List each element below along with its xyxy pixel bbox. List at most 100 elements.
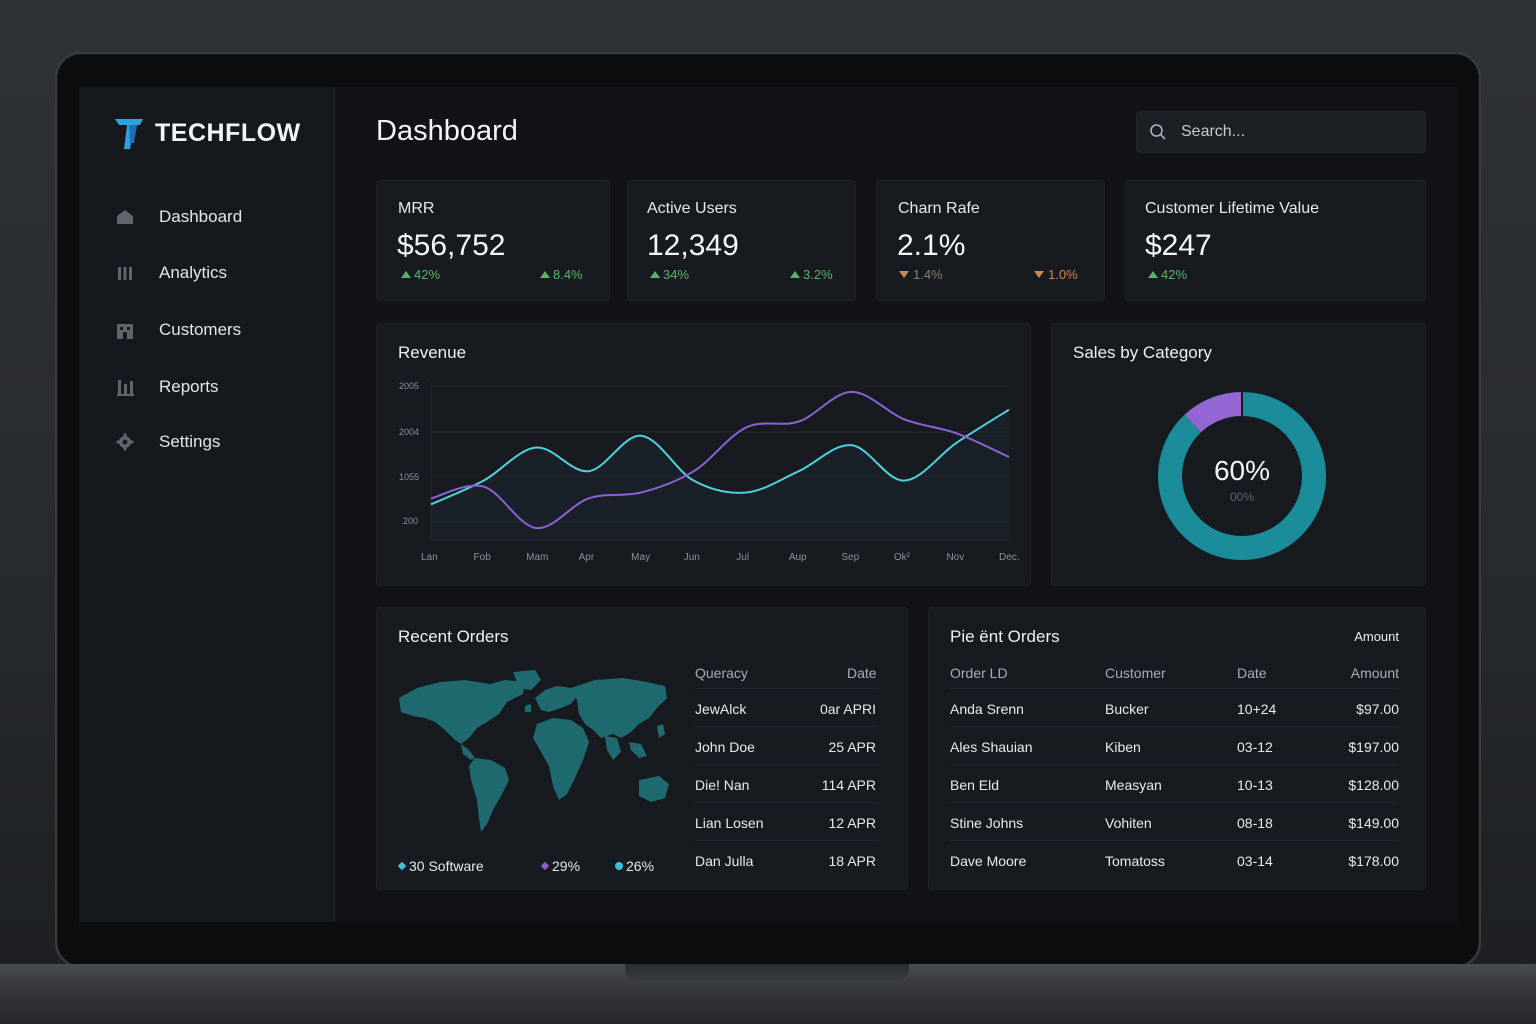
sidebar-item-customers[interactable]: Customers [115, 316, 241, 344]
legend-item: 30 Software [397, 858, 484, 874]
column-header[interactable]: Date [1237, 665, 1267, 681]
kpi-label: Customer Lifetime Value [1145, 200, 1319, 217]
screen: TECHFLOW Dashboard Analytics Customers R… [79, 87, 1457, 922]
arrow-up-icon [540, 271, 550, 278]
donut-slice-1[interactable] [1158, 392, 1326, 560]
customer-cell: Vohiten [1105, 815, 1152, 831]
kpi-card-active-users: Active Users 12,349 34% 3.2% [627, 180, 856, 301]
card-header-right: Amount [1354, 629, 1399, 644]
kpi-value: 2.1% [897, 229, 966, 262]
row-divider [695, 726, 877, 727]
x-tick-label: Apr [578, 552, 595, 563]
y-tick-label: 2005 [399, 381, 420, 391]
x-tick-label: Fob [473, 552, 491, 563]
kpi-card-mrr: MRR $56,752 42% 8.4% [376, 180, 610, 301]
series-line-1[interactable] [430, 408, 1010, 506]
x-tick-label: Dec. [999, 552, 1020, 563]
x-tick-label: Jul [736, 552, 750, 563]
amount-cell: $178.00 [1348, 853, 1399, 869]
kpi-value: 12,349 [647, 229, 739, 262]
order-id-cell: Ben Eld [950, 777, 1000, 793]
page-title: Dashboard [376, 115, 518, 147]
column-header[interactable]: Order LD [950, 665, 1008, 681]
card-title: Pie ënt Orders [950, 627, 1060, 646]
series-line-2[interactable] [430, 390, 1010, 530]
x-tick-label: Nov [946, 552, 965, 563]
sidebar-item-label: Settings [159, 432, 221, 451]
search-input[interactable] [1181, 123, 1401, 141]
amount-cell: $149.00 [1348, 815, 1399, 831]
column-header[interactable]: Amount [1350, 665, 1399, 681]
column-header[interactable]: Customer [1105, 665, 1166, 681]
order-id-cell: Stine Johns [950, 815, 1024, 831]
column-header[interactable]: Date [847, 665, 877, 681]
arrow-up-icon [1148, 271, 1158, 278]
app-name: TECHFLOW [155, 118, 301, 147]
date-cell: 03-12 [1237, 739, 1273, 755]
column-header[interactable]: Queracy [695, 665, 748, 681]
x-tick-label: Mam [526, 552, 549, 563]
date-cell: 25 APR [828, 739, 876, 755]
techflow-logo-icon [115, 119, 143, 149]
kpi-delta: 1.4% [899, 267, 943, 282]
amount-cell: $97.00 [1356, 701, 1399, 717]
row-divider [950, 840, 1399, 841]
kpi-label: Charn Rafe [898, 200, 980, 217]
x-tick-label: Sep [841, 552, 860, 563]
orders-table-card: Pie ënt Orders Amount Order LD Customer … [928, 607, 1426, 890]
date-cell: 114 APR [821, 777, 876, 793]
arrow-up-icon [650, 271, 660, 278]
sidebar-item-label: Reports [159, 377, 219, 396]
customer-cell: Dan Julla [695, 853, 754, 869]
world-map[interactable] [395, 668, 670, 838]
customer-cell: JewAlck [695, 701, 747, 717]
sales-donut-chart [1158, 392, 1326, 560]
sidebar-item-label: Dashboard [159, 207, 243, 226]
customer-cell: Bucker [1105, 701, 1149, 717]
customer-cell: Tomatoss [1105, 853, 1165, 869]
row-divider [950, 726, 1399, 727]
row-divider [950, 764, 1399, 765]
x-tick-label: Aup [788, 552, 807, 563]
revenue-line-chart [430, 382, 1010, 541]
x-tick-label: Lan [421, 552, 438, 563]
sidebar-item-analytics[interactable]: Analytics [115, 259, 227, 287]
customer-cell: John Doe [695, 739, 755, 755]
logo[interactable]: TECHFLOW [113, 115, 301, 151]
dot-marker-icon [615, 862, 623, 870]
date-cell: 18 APR [828, 853, 876, 869]
x-tick-label: May [631, 552, 651, 563]
bar-chart-icon [115, 377, 135, 397]
search-box[interactable] [1136, 111, 1426, 153]
amount-cell: $197.00 [1348, 739, 1399, 755]
revenue-card: Revenue 2005 2004 1055 200 Lan Fob Mam Apr M… [376, 323, 1031, 586]
sidebar-item-dashboard[interactable]: Dashboard [115, 203, 242, 231]
kpi-delta: 42% [401, 267, 440, 282]
customer-cell: Lian Losen [695, 815, 764, 831]
donut-center-value: 60% [1213, 455, 1271, 486]
gear-icon [115, 432, 135, 452]
kpi-card-churn-rate: Charn Rafe 2.1% 1.4% 1.0% [876, 180, 1105, 301]
y-tick-label: 2004 [399, 427, 420, 437]
search-icon [1150, 124, 1166, 140]
sidebar-item-label: Analytics [159, 263, 228, 282]
kpi-value: $247 [1145, 229, 1212, 262]
sidebar-item-settings[interactable]: Settings [115, 428, 220, 456]
kpi-delta: 42% [1148, 267, 1187, 282]
sidebar-item-reports[interactable]: Reports [115, 373, 219, 401]
row-divider [695, 688, 877, 689]
arrow-up-icon [790, 271, 800, 278]
arrow-up-icon [401, 271, 411, 278]
card-title: Revenue [398, 343, 467, 362]
kpi-delta: 8.4% [540, 267, 583, 282]
date-cell: 12 APR [828, 815, 876, 831]
date-cell: 03-14 [1237, 853, 1273, 869]
customer-cell: Kiben [1105, 739, 1141, 755]
order-id-cell: Anda Srenn [950, 701, 1024, 717]
card-title: Recent Orders [398, 627, 509, 646]
date-cell: 08-18 [1237, 815, 1273, 831]
kpi-delta: 1.0% [1034, 267, 1078, 282]
donut-slice-2[interactable] [1184, 392, 1243, 433]
legend-item: 26% [615, 858, 654, 874]
row-divider [950, 688, 1399, 689]
